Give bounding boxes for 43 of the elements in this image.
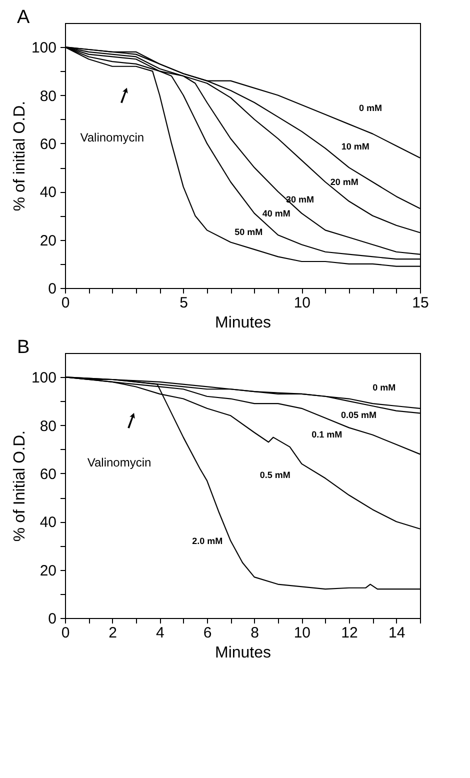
y-tick-label: 100 <box>31 40 56 57</box>
series-label: 50 mM <box>234 227 263 238</box>
y-tick-label: 60 <box>40 136 56 153</box>
x-tick-label: 8 <box>250 624 260 642</box>
series-label: 10 mM <box>341 141 370 152</box>
x-tick-label: 5 <box>180 294 188 312</box>
y-tick-label: 80 <box>40 88 56 105</box>
x-axis-title: Minutes <box>214 314 272 332</box>
x-tick-label: 15 <box>412 294 429 312</box>
x-tick-label: 4 <box>156 624 164 642</box>
x-axis-title: Minutes <box>214 644 272 662</box>
series-label: 0 mM <box>372 382 396 393</box>
y-tick-label: 40 <box>40 514 56 532</box>
series-label: 30 mM <box>286 194 314 205</box>
chart-title: A <box>17 7 30 28</box>
y-tick-label: 100 <box>31 370 56 387</box>
y-axis-title: % of Initial O.D. <box>11 430 28 542</box>
x-tick-label: 10 <box>294 624 311 642</box>
series-label: 0 mM <box>359 103 382 114</box>
x-tick-label: 2 <box>108 624 118 642</box>
y-tick-label: 20 <box>40 232 56 250</box>
x-tick-label: 12 <box>341 624 358 642</box>
y-tick-label: 20 <box>40 562 56 580</box>
y-tick-label: 0 <box>48 280 56 298</box>
x-tick-label: 0 <box>61 624 70 642</box>
y-axis-title: % of initial O.D. <box>11 100 28 212</box>
chart-title: B <box>17 337 30 358</box>
y-tick-label: 0 <box>48 610 56 628</box>
annotation: Valinomycin <box>87 455 152 470</box>
series-label: 20 mM <box>330 177 358 187</box>
x-tick-label: 10 <box>294 294 311 312</box>
series-label: 40 mM <box>262 208 290 218</box>
series-label: 0.1 mM <box>312 429 342 440</box>
x-tick-label: 6 <box>203 624 212 642</box>
series-label: 0.5 mM <box>260 470 290 480</box>
annotation: Valinomycin <box>80 130 144 144</box>
x-tick-label: 14 <box>388 624 406 642</box>
y-tick-label: 80 <box>40 418 56 435</box>
x-tick-label: 0 <box>61 294 70 312</box>
series-label: 0.05 mM <box>341 410 377 420</box>
y-tick-label: 60 <box>40 466 56 483</box>
series-label: 2.0 mM <box>192 536 223 546</box>
y-tick-label: 40 <box>40 184 56 202</box>
